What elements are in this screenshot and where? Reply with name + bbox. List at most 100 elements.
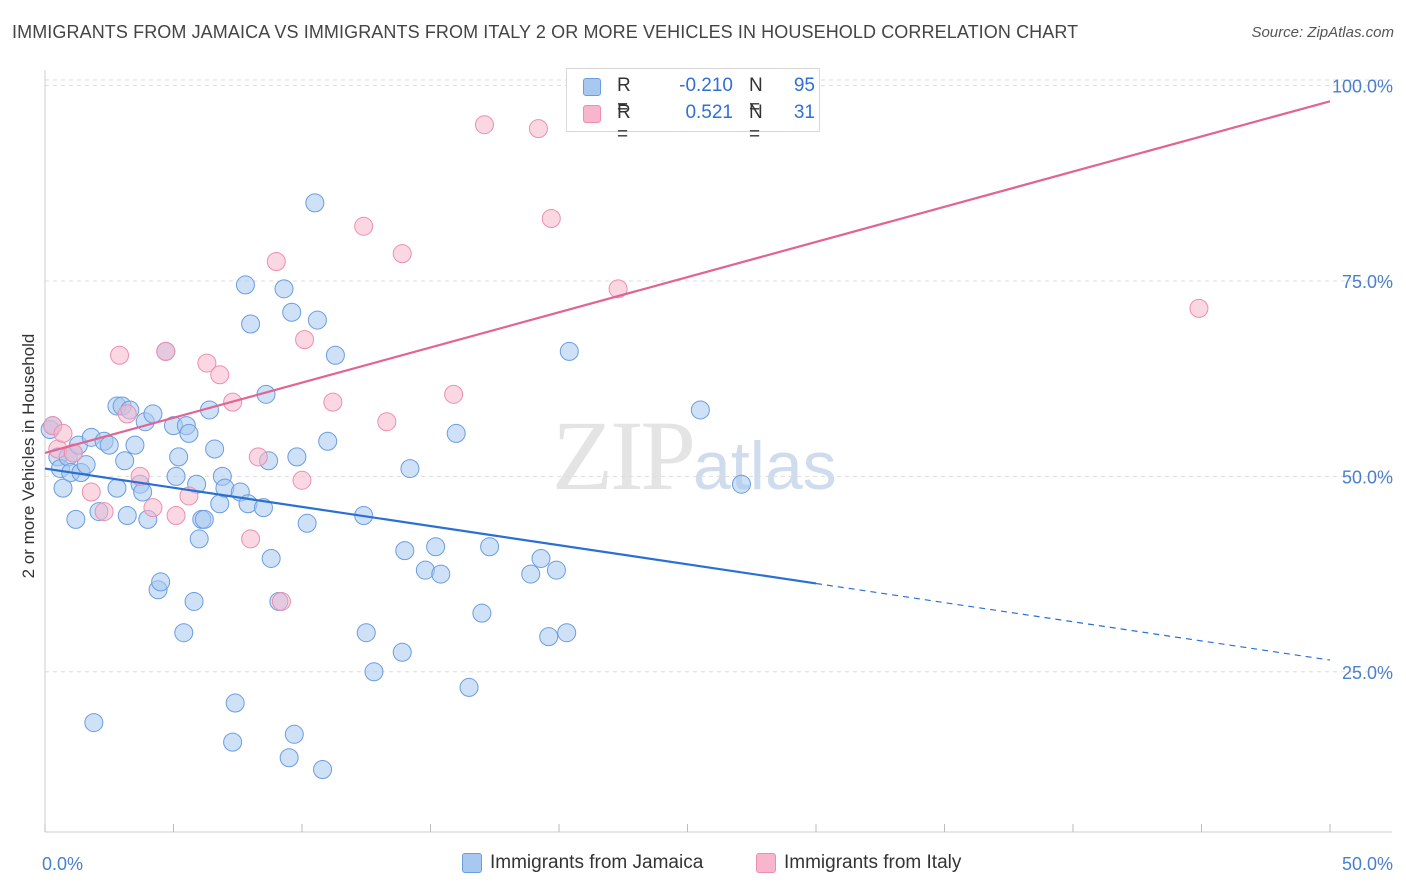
jamaica-point <box>307 310 327 330</box>
jamaica-point <box>184 591 204 611</box>
jamaica-point <box>284 724 304 744</box>
italy-point <box>197 353 217 373</box>
jamaica-point <box>305 193 325 213</box>
y-tick-label: 100.0% <box>1332 77 1393 97</box>
italy-point <box>210 365 230 385</box>
jamaica-point <box>169 447 189 467</box>
italy-point <box>528 119 548 139</box>
italy-point <box>392 244 412 264</box>
x-tick-label-min: 0.0% <box>42 854 83 874</box>
italy-point <box>130 466 150 486</box>
italy-legend-swatch <box>756 853 776 873</box>
jamaica-point <box>117 505 137 525</box>
jamaica-point <box>459 677 479 697</box>
jamaica-point <box>53 478 73 498</box>
jamaica-point <box>531 548 551 568</box>
jamaica-point <box>480 537 500 557</box>
italy-point <box>377 412 397 432</box>
jamaica-point <box>194 509 214 529</box>
jamaica-point <box>241 314 261 334</box>
jamaica-point <box>133 482 153 502</box>
r-label: R = <box>617 102 631 145</box>
trend-lines <box>44 100 1331 661</box>
italy-point <box>292 470 312 490</box>
watermark: ZIPatlas <box>552 398 837 513</box>
n-value: 31 <box>793 102 815 123</box>
jamaica-point <box>179 423 199 443</box>
n-label: N = <box>749 75 763 118</box>
jamaica-trend-line <box>44 467 817 585</box>
chart-title: IMMIGRANTS FROM JAMAICA VS IMMIGRANTS FR… <box>12 22 1079 42</box>
y-tick-label: 50.0% <box>1342 467 1393 487</box>
jamaica-point <box>279 748 299 768</box>
italy-point <box>110 345 130 365</box>
italy-swatch <box>583 105 601 123</box>
jamaica-point <box>426 537 446 557</box>
y-axis-label: 2 or more Vehicles in Household <box>19 334 38 579</box>
jamaica-point <box>546 560 566 580</box>
jamaica-point <box>521 564 541 584</box>
jamaica-point <box>731 474 751 494</box>
jamaica-trend-extension <box>815 582 1331 661</box>
jamaica-point <box>66 509 86 529</box>
jamaica-point <box>297 513 317 533</box>
jamaica-point <box>205 439 225 459</box>
jamaica-point <box>392 642 412 662</box>
italy-point <box>541 208 561 228</box>
italy-point <box>63 443 83 463</box>
jamaica-point <box>395 541 415 561</box>
tick-labels: 25.0% 50.0% 75.0% 100.0% 0.0% 50.0% <box>42 77 1393 874</box>
watermark-atlas: atlas <box>693 428 837 504</box>
jamaica-point <box>325 345 345 365</box>
jamaica-point <box>261 548 281 568</box>
italy-legend-label: Immigrants from Italy <box>784 852 962 873</box>
italy-point <box>53 423 73 443</box>
italy-point <box>474 115 494 135</box>
jamaica-point <box>400 459 420 479</box>
jamaica-point <box>559 341 579 361</box>
jamaica-point <box>446 423 466 443</box>
italy-point <box>241 529 261 549</box>
jamaica-point <box>287 447 307 467</box>
jamaica-point <box>84 713 104 733</box>
jamaica-point <box>557 623 577 643</box>
italy-point <box>166 505 186 525</box>
series-jamaica-points <box>40 193 751 779</box>
n-label: N = <box>749 102 763 145</box>
jamaica-point <box>125 435 145 455</box>
jamaica-point <box>318 431 338 451</box>
jamaica-point <box>274 279 294 299</box>
r-label: R = <box>617 75 631 118</box>
grid-lines <box>45 79 1392 673</box>
jamaica-point <box>107 478 127 498</box>
italy-point <box>94 502 114 522</box>
italy-point <box>271 591 291 611</box>
jamaica-point <box>115 451 135 471</box>
jamaica-point <box>223 732 243 752</box>
axes <box>44 70 1392 833</box>
r-value: 0.521 <box>685 102 733 123</box>
jamaica-point <box>253 498 273 518</box>
jamaica-point <box>364 662 384 682</box>
y-tick-label: 75.0% <box>1342 272 1393 292</box>
series-italy-points <box>43 115 1209 611</box>
italy-point <box>323 392 343 412</box>
r-value: -0.210 <box>679 75 733 96</box>
jamaica-point <box>174 623 194 643</box>
italy-point <box>608 279 628 299</box>
jamaica-point <box>189 529 209 549</box>
italy-point <box>117 404 137 424</box>
italy-point <box>444 384 464 404</box>
x-tick-label-max: 50.0% <box>1342 854 1393 874</box>
italy-point <box>248 447 268 467</box>
jamaica-point <box>431 564 451 584</box>
jamaica-legend-swatch <box>462 853 482 873</box>
italy-point <box>354 216 374 236</box>
italy-point <box>143 498 163 518</box>
italy-trend-line <box>44 100 1331 455</box>
watermark-zip: ZIP <box>552 400 696 511</box>
italy-point <box>266 251 286 271</box>
jamaica-point <box>151 572 171 592</box>
n-value: 95 <box>793 75 815 96</box>
